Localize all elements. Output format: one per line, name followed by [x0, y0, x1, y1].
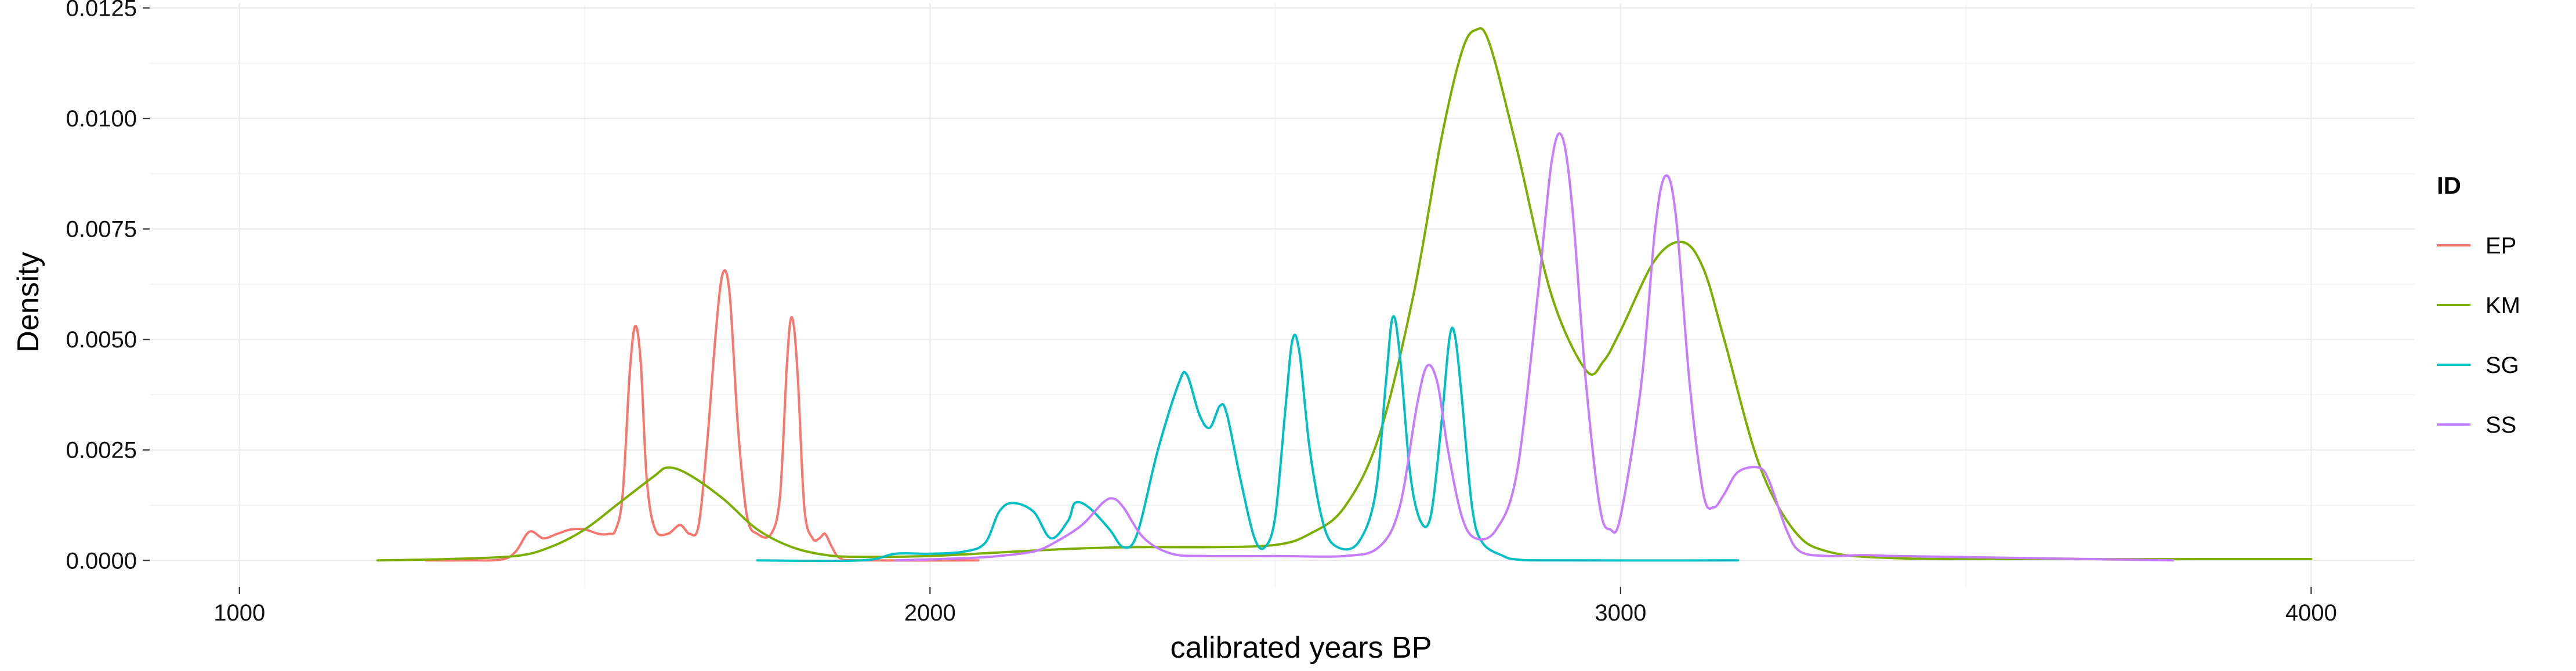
y-axis-title: Density — [12, 252, 45, 352]
y-tick-label: 0.0000 — [66, 548, 137, 574]
y-tick-label: 0.0025 — [66, 438, 137, 463]
y-tick-label: 0.0125 — [66, 0, 137, 21]
x-tick-label: 2000 — [904, 600, 956, 626]
series-line-ep — [425, 269, 980, 562]
series-line-km — [376, 27, 2313, 562]
series-line-sg — [756, 315, 1740, 563]
x-axis: 1000 2000 3000 4000 — [213, 587, 2337, 626]
grid-minor-lines — [150, 3, 2415, 587]
y-tick-label: 0.0100 — [66, 106, 137, 132]
legend-label-ep: EP — [2486, 233, 2516, 259]
legend-label-sg: SG — [2486, 353, 2519, 378]
legend-label-ss: SS — [2486, 412, 2516, 438]
series-line-ss — [894, 132, 2175, 562]
y-axis: 0.0000 0.0025 0.0050 0.0075 0.0100 0.0125 — [66, 0, 150, 574]
y-tick-label: 0.0050 — [66, 327, 137, 353]
x-tick-label: 3000 — [1595, 600, 1646, 626]
legend-title: ID — [2437, 172, 2461, 199]
series-lines — [376, 27, 2313, 563]
x-tick-label: 4000 — [2285, 600, 2337, 626]
x-axis-title: calibrated years BP — [1171, 631, 1432, 665]
x-tick-label: 1000 — [213, 600, 265, 626]
y-tick-label: 0.0075 — [66, 217, 137, 242]
legend: ID EP KM SG SS — [2437, 172, 2520, 438]
grid-major-lines — [150, 3, 2415, 587]
legend-label-km: KM — [2486, 293, 2520, 318]
